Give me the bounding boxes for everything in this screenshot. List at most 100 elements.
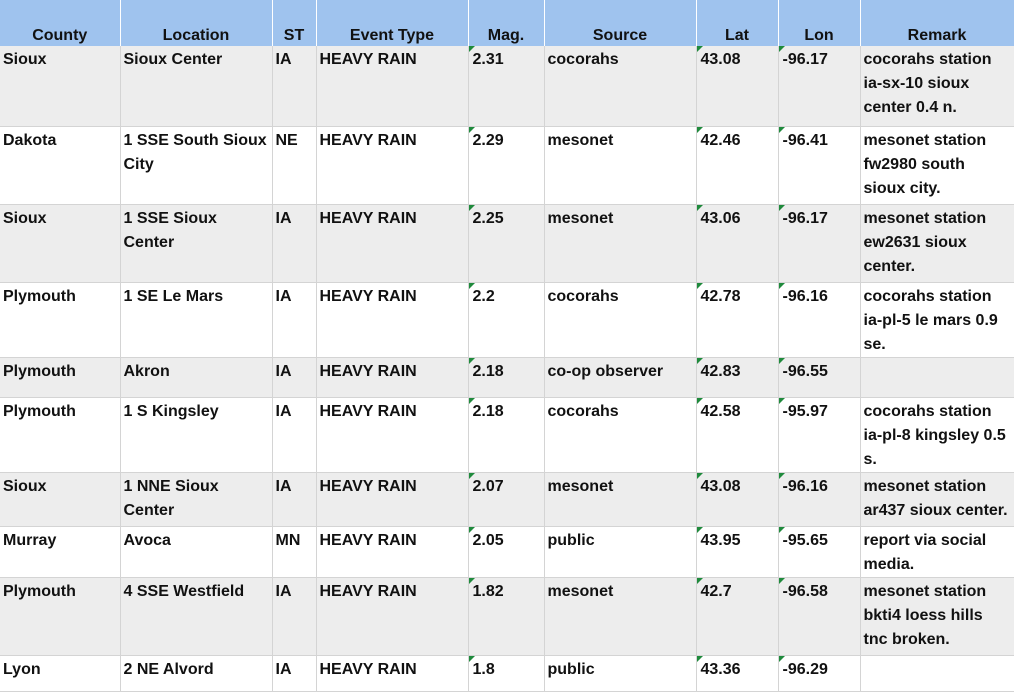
cell-state[interactable]: IA <box>272 204 317 283</box>
cell-latitude[interactable]: 43.95 <box>696 526 779 578</box>
cell-longitude[interactable]: -96.17 <box>778 46 861 127</box>
cell-event-type[interactable]: HEAVY RAIN <box>316 397 469 473</box>
cell-event-type[interactable]: HEAVY RAIN <box>316 655 469 692</box>
cell-county[interactable]: Sioux <box>0 204 121 283</box>
cell-latitude[interactable]: 42.78 <box>696 282 779 358</box>
cell-magnitude[interactable]: 2.18 <box>468 357 545 398</box>
table-row[interactable]: Plymouth 1 SE Le Mars IA HEAVY RAIN 2.2 cocor… <box>0 282 1014 358</box>
cell-longitude[interactable]: -96.17 <box>778 204 861 283</box>
cell-state[interactable]: IA <box>272 655 317 692</box>
cell-magnitude[interactable]: 1.8 <box>468 655 545 692</box>
cell-remark[interactable]: mesonet station ar437 sioux center. <box>860 472 1014 527</box>
cell-remark[interactable] <box>860 655 1014 692</box>
cell-source[interactable]: cocorahs <box>544 282 697 358</box>
cell-location[interactable]: 1 SSE South Sioux City <box>120 126 273 205</box>
cell-event-type[interactable]: HEAVY RAIN <box>316 357 469 398</box>
cell-source[interactable]: mesonet <box>544 204 697 283</box>
cell-county[interactable]: Sioux <box>0 46 121 127</box>
cell-county[interactable]: Lyon <box>0 655 121 692</box>
cell-state[interactable]: MN <box>272 526 317 578</box>
cell-location[interactable]: 4 SSE Westfield <box>120 577 273 656</box>
cell-longitude[interactable]: -96.29 <box>778 655 861 692</box>
cell-event-type[interactable]: HEAVY RAIN <box>316 126 469 205</box>
cell-county[interactable]: Sioux <box>0 472 121 527</box>
column-header-latitude[interactable]: Lat <box>696 0 779 46</box>
cell-county[interactable]: Plymouth <box>0 357 121 398</box>
cell-event-type[interactable]: HEAVY RAIN <box>316 46 469 127</box>
cell-state[interactable]: IA <box>272 472 317 527</box>
cell-longitude[interactable]: -96.55 <box>778 357 861 398</box>
cell-magnitude[interactable]: 2.05 <box>468 526 545 578</box>
table-row[interactable]: Plymouth 1 S Kingsley IA HEAVY RAIN 2.18 coco… <box>0 397 1014 473</box>
table-row[interactable]: Lyon 2 NE Alvord IA HEAVY RAIN 1.8 public 43.3… <box>0 655 1014 692</box>
cell-event-type[interactable]: HEAVY RAIN <box>316 472 469 527</box>
cell-latitude[interactable]: 43.08 <box>696 472 779 527</box>
cell-state[interactable]: IA <box>272 357 317 398</box>
cell-state[interactable]: IA <box>272 46 317 127</box>
column-header-source[interactable]: Source <box>544 0 697 46</box>
cell-remark[interactable]: cocorahs station ia-sx-10 sioux center 0… <box>860 46 1014 127</box>
cell-location[interactable]: 1 SE Le Mars <box>120 282 273 358</box>
cell-magnitude[interactable]: 2.31 <box>468 46 545 127</box>
cell-event-type[interactable]: HEAVY RAIN <box>316 577 469 656</box>
cell-source[interactable]: cocorahs <box>544 397 697 473</box>
cell-location[interactable]: Avoca <box>120 526 273 578</box>
cell-longitude[interactable]: -96.16 <box>778 282 861 358</box>
cell-longitude[interactable]: -96.58 <box>778 577 861 656</box>
cell-longitude[interactable]: -96.16 <box>778 472 861 527</box>
cell-source[interactable]: mesonet <box>544 577 697 656</box>
cell-remark[interactable]: mesonet station bkti4 loess hills tnc br… <box>860 577 1014 656</box>
cell-source[interactable]: mesonet <box>544 126 697 205</box>
table-row[interactable]: Sioux 1 SSE Sioux Center IA HEAVY RAIN 2.25 m… <box>0 204 1014 283</box>
cell-magnitude[interactable]: 2.2 <box>468 282 545 358</box>
cell-source[interactable]: co-op observer <box>544 357 697 398</box>
cell-county[interactable]: Plymouth <box>0 282 121 358</box>
cell-remark[interactable]: mesonet station fw2980 south sioux city. <box>860 126 1014 205</box>
cell-remark[interactable]: mesonet station ew2631 sioux center. <box>860 204 1014 283</box>
cell-latitude[interactable]: 43.08 <box>696 46 779 127</box>
column-header-remark[interactable]: Remark <box>860 0 1014 46</box>
cell-source[interactable]: public <box>544 526 697 578</box>
cell-magnitude[interactable]: 2.18 <box>468 397 545 473</box>
cell-state[interactable]: IA <box>272 577 317 656</box>
column-header-event-type[interactable]: Event Type <box>316 0 469 46</box>
table-row[interactable]: Plymouth 4 SSE Westfield IA HEAVY RAIN 1.82 m… <box>0 577 1014 656</box>
cell-longitude[interactable]: -95.97 <box>778 397 861 473</box>
cell-remark[interactable]: report via social media. <box>860 526 1014 578</box>
table-row[interactable]: Murray Avoca MN HEAVY RAIN 2.05 public 43.95 -9… <box>0 526 1014 578</box>
table-row[interactable]: Sioux Sioux Center IA HEAVY RAIN 2.31 cocorah… <box>0 46 1014 127</box>
column-header-state[interactable]: ST <box>272 0 317 46</box>
table-row[interactable]: Sioux 1 NNE Sioux Center IA HEAVY RAIN 2.07 m… <box>0 472 1014 527</box>
cell-latitude[interactable]: 42.58 <box>696 397 779 473</box>
cell-latitude[interactable]: 42.46 <box>696 126 779 205</box>
cell-county[interactable]: Dakota <box>0 126 121 205</box>
column-header-magnitude[interactable]: Mag. <box>468 0 545 46</box>
cell-latitude[interactable]: 42.7 <box>696 577 779 656</box>
cell-state[interactable]: IA <box>272 282 317 358</box>
cell-longitude[interactable]: -96.41 <box>778 126 861 205</box>
cell-source[interactable]: mesonet <box>544 472 697 527</box>
column-header-location[interactable]: Location <box>120 0 273 46</box>
cell-latitude[interactable]: 42.83 <box>696 357 779 398</box>
cell-latitude[interactable]: 43.36 <box>696 655 779 692</box>
cell-county[interactable]: Murray <box>0 526 121 578</box>
cell-location[interactable]: 2 NE Alvord <box>120 655 273 692</box>
cell-location[interactable]: Sioux Center <box>120 46 273 127</box>
cell-location[interactable]: 1 S Kingsley <box>120 397 273 473</box>
cell-state[interactable]: NE <box>272 126 317 205</box>
cell-location[interactable]: Akron <box>120 357 273 398</box>
cell-magnitude[interactable]: 2.07 <box>468 472 545 527</box>
cell-event-type[interactable]: HEAVY RAIN <box>316 282 469 358</box>
cell-magnitude[interactable]: 2.29 <box>468 126 545 205</box>
cell-latitude[interactable]: 43.06 <box>696 204 779 283</box>
cell-location[interactable]: 1 SSE Sioux Center <box>120 204 273 283</box>
cell-source[interactable]: public <box>544 655 697 692</box>
cell-longitude[interactable]: -95.65 <box>778 526 861 578</box>
cell-location[interactable]: 1 NNE Sioux Center <box>120 472 273 527</box>
cell-event-type[interactable]: HEAVY RAIN <box>316 204 469 283</box>
column-header-longitude[interactable]: Lon <box>778 0 861 46</box>
cell-county[interactable]: Plymouth <box>0 577 121 656</box>
cell-event-type[interactable]: HEAVY RAIN <box>316 526 469 578</box>
column-header-county[interactable]: County <box>0 0 121 46</box>
cell-remark[interactable]: cocorahs station ia-pl-8 kingsley 0.5 s. <box>860 397 1014 473</box>
